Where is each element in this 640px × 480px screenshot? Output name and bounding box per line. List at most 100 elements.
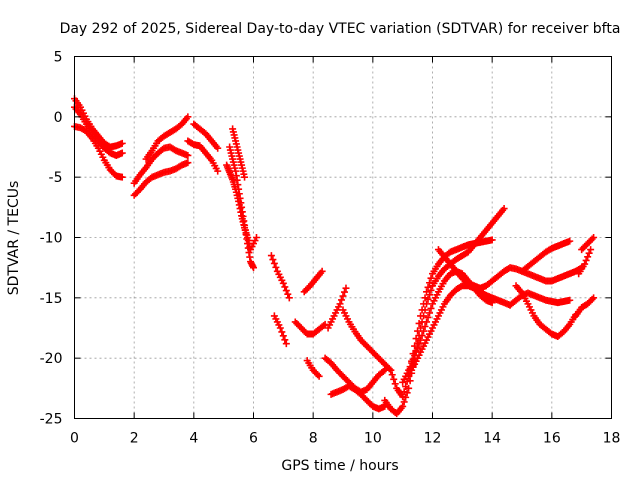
data-point-interp xyxy=(281,336,289,344)
data-point-interp xyxy=(388,371,396,379)
data-point xyxy=(488,236,496,244)
series-track-u xyxy=(381,205,508,418)
series-track-aa xyxy=(512,282,580,340)
data-point-interp xyxy=(427,274,435,282)
data-point-interp xyxy=(415,340,423,348)
y-tick-label: 0 xyxy=(54,110,63,126)
data-point-interp xyxy=(338,296,346,304)
data-point-interp xyxy=(421,294,429,302)
y-tick-label: -10 xyxy=(40,231,63,247)
y-tick-label: 5 xyxy=(54,50,63,66)
data-point xyxy=(252,234,260,241)
x-tick-label: 6 xyxy=(249,431,258,447)
data-point xyxy=(423,318,431,326)
data-point-interp xyxy=(418,306,426,314)
series-track-z xyxy=(506,289,574,309)
data-point-interp xyxy=(385,365,393,373)
data-point xyxy=(590,234,598,241)
series-track-ac xyxy=(572,294,598,320)
data-point-interp xyxy=(400,398,408,406)
x-tick-label: 12 xyxy=(424,431,442,447)
y-tick-label: -20 xyxy=(40,351,63,367)
data-point-interp xyxy=(272,263,280,271)
series-track-k xyxy=(229,125,249,181)
data-point xyxy=(315,372,323,380)
data-point xyxy=(279,279,287,287)
data-point xyxy=(184,113,192,121)
data-point xyxy=(184,159,192,167)
series-track-j xyxy=(223,161,260,254)
data-point-interp xyxy=(420,327,428,335)
data-point-interp xyxy=(402,383,410,391)
x-tick-label: 18 xyxy=(603,431,621,447)
data-point xyxy=(336,300,344,308)
data-point xyxy=(118,139,126,147)
data-point xyxy=(417,312,425,320)
series-track-c xyxy=(71,103,126,159)
x-tick-label: 8 xyxy=(309,431,318,447)
data-point xyxy=(590,294,598,302)
data-point xyxy=(399,402,407,410)
series-track-h xyxy=(190,120,222,152)
data-point-interp xyxy=(282,287,290,295)
series-track-s xyxy=(327,382,389,413)
data-point xyxy=(587,246,595,254)
x-tick-label: 4 xyxy=(189,431,198,447)
data-point-interp xyxy=(424,283,432,291)
data-point xyxy=(214,167,222,175)
chart-title: Day 292 of 2025, Sidereal Day-to-day VTE… xyxy=(60,21,621,37)
data-point xyxy=(318,267,326,275)
data-point-interp xyxy=(269,256,277,264)
series-track-e xyxy=(130,143,192,187)
series-track-g xyxy=(184,137,222,175)
y-tick-label: -25 xyxy=(40,412,63,428)
series-track-ae xyxy=(578,234,598,254)
data-point-interp xyxy=(281,283,289,291)
data-point xyxy=(581,260,589,268)
data-point xyxy=(423,288,431,296)
data-point-interp xyxy=(418,332,426,340)
x-tick-label: 16 xyxy=(543,431,561,447)
data-point-interp xyxy=(426,279,434,287)
data-point xyxy=(250,264,257,272)
y-axis-label: SDTVAR / TECUs xyxy=(6,181,22,296)
x-tick-label: 10 xyxy=(364,431,382,447)
data-point-interp xyxy=(284,290,292,298)
series-track-m xyxy=(270,312,290,348)
series-track-o xyxy=(300,267,326,296)
series-track-n xyxy=(291,318,329,338)
data-point-interp xyxy=(314,371,322,379)
data-point xyxy=(417,336,425,344)
data-point xyxy=(342,284,350,292)
data-point xyxy=(500,205,508,213)
data-point xyxy=(214,144,222,152)
data-point-interp xyxy=(588,295,596,303)
data-point-interp xyxy=(421,322,429,330)
x-tick-label: 0 xyxy=(70,431,79,447)
data-point xyxy=(282,340,290,348)
data-point-interp xyxy=(415,319,423,327)
data-points xyxy=(71,95,598,418)
series-track-f xyxy=(142,113,192,163)
data-point xyxy=(387,366,395,374)
series-track-t xyxy=(339,306,395,374)
data-point-interp xyxy=(588,235,596,243)
series-track-p xyxy=(303,357,323,380)
data-point-interp xyxy=(320,322,328,330)
data-point-interp xyxy=(420,300,428,308)
data-point-interp xyxy=(426,309,434,317)
data-point xyxy=(118,173,126,181)
grid xyxy=(74,56,612,419)
data-point-interp xyxy=(582,256,590,264)
data-point xyxy=(566,237,574,245)
data-point xyxy=(241,173,249,181)
data-point-interp xyxy=(585,249,593,257)
data-point xyxy=(267,252,275,260)
series-track-l xyxy=(267,252,293,302)
data-point-interp xyxy=(400,388,408,396)
x-tick-label: 2 xyxy=(130,431,139,447)
data-point xyxy=(118,149,126,157)
data-point-interp xyxy=(390,375,398,383)
series-track-d xyxy=(130,159,192,199)
